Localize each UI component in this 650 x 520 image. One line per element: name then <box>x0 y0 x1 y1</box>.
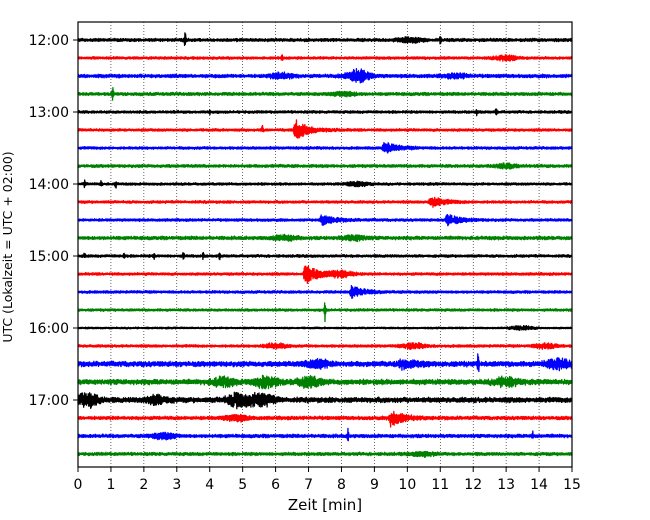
seismogram-trace <box>77 410 573 428</box>
vertical-gridlines <box>110 22 540 467</box>
x-tick-label: 8 <box>337 477 346 493</box>
seismogram-trace <box>77 302 573 323</box>
x-tick-label: 7 <box>304 477 313 493</box>
x-tick-label: 6 <box>271 477 280 493</box>
seismogram-trace <box>77 284 573 299</box>
x-axis-label: Zeit [min] <box>288 496 362 514</box>
seismogram-trace <box>77 324 573 332</box>
seismogram-trace <box>77 450 573 458</box>
y-tick-label: 13:00 <box>29 105 69 121</box>
x-tick-label: 13 <box>497 477 515 493</box>
y-tick-label: 14:00 <box>29 177 69 193</box>
seismogram-trace <box>77 87 573 101</box>
y-tick-label: 15:00 <box>29 249 69 265</box>
seismogram-trace <box>77 427 573 442</box>
y-tick-label: 16:00 <box>29 321 69 337</box>
x-tick-label: 15 <box>563 477 581 493</box>
seismogram-trace <box>77 162 573 170</box>
seismogram-trace <box>77 119 573 139</box>
plot-frame <box>77 21 573 468</box>
seismogram-trace <box>77 265 573 285</box>
x-tick-label: 2 <box>139 477 148 493</box>
seismogram-trace <box>77 391 573 410</box>
seismogram-trace <box>77 341 573 350</box>
seismogram-trace <box>77 251 573 261</box>
seismogram-trace <box>77 179 573 189</box>
x-tick-label: 10 <box>398 477 416 493</box>
seismogram-trace <box>77 374 573 390</box>
seismogram-trace <box>77 353 573 373</box>
x-tick-label: 3 <box>172 477 181 493</box>
x-tick-label: 12 <box>464 477 482 493</box>
seismogram-trace <box>77 213 573 227</box>
seismogram-trace <box>77 32 573 47</box>
seismogram-trace <box>77 67 573 84</box>
seismogram-trace <box>77 108 573 117</box>
x-tick-label: 5 <box>238 477 247 493</box>
seismogram-trace <box>77 142 573 154</box>
x-tick-label: 9 <box>370 477 379 493</box>
x-tick-label: 11 <box>431 477 449 493</box>
seismogram-traces <box>77 32 573 458</box>
x-axis: 0 1 2 3 4 5 6 7 8 9 10 11 12 13 14 15 <box>74 467 581 493</box>
seismogram-trace <box>77 233 573 243</box>
x-tick-label: 1 <box>106 477 115 493</box>
x-tick-label: 0 <box>74 477 83 493</box>
x-tick-label: 14 <box>530 477 548 493</box>
seismogram-trace <box>77 54 573 62</box>
seismogram-trace <box>77 196 573 208</box>
x-tick-label: 4 <box>205 477 214 493</box>
y-tick-label: 12:00 <box>29 33 69 49</box>
y-axis-label: UTC (Lokalzeit = UTC + 02:00) <box>0 151 15 342</box>
y-axis: 12:00 13:00 14:00 15:00 16:00 17:00 <box>29 33 78 409</box>
y-tick-label: 17:00 <box>29 393 69 409</box>
